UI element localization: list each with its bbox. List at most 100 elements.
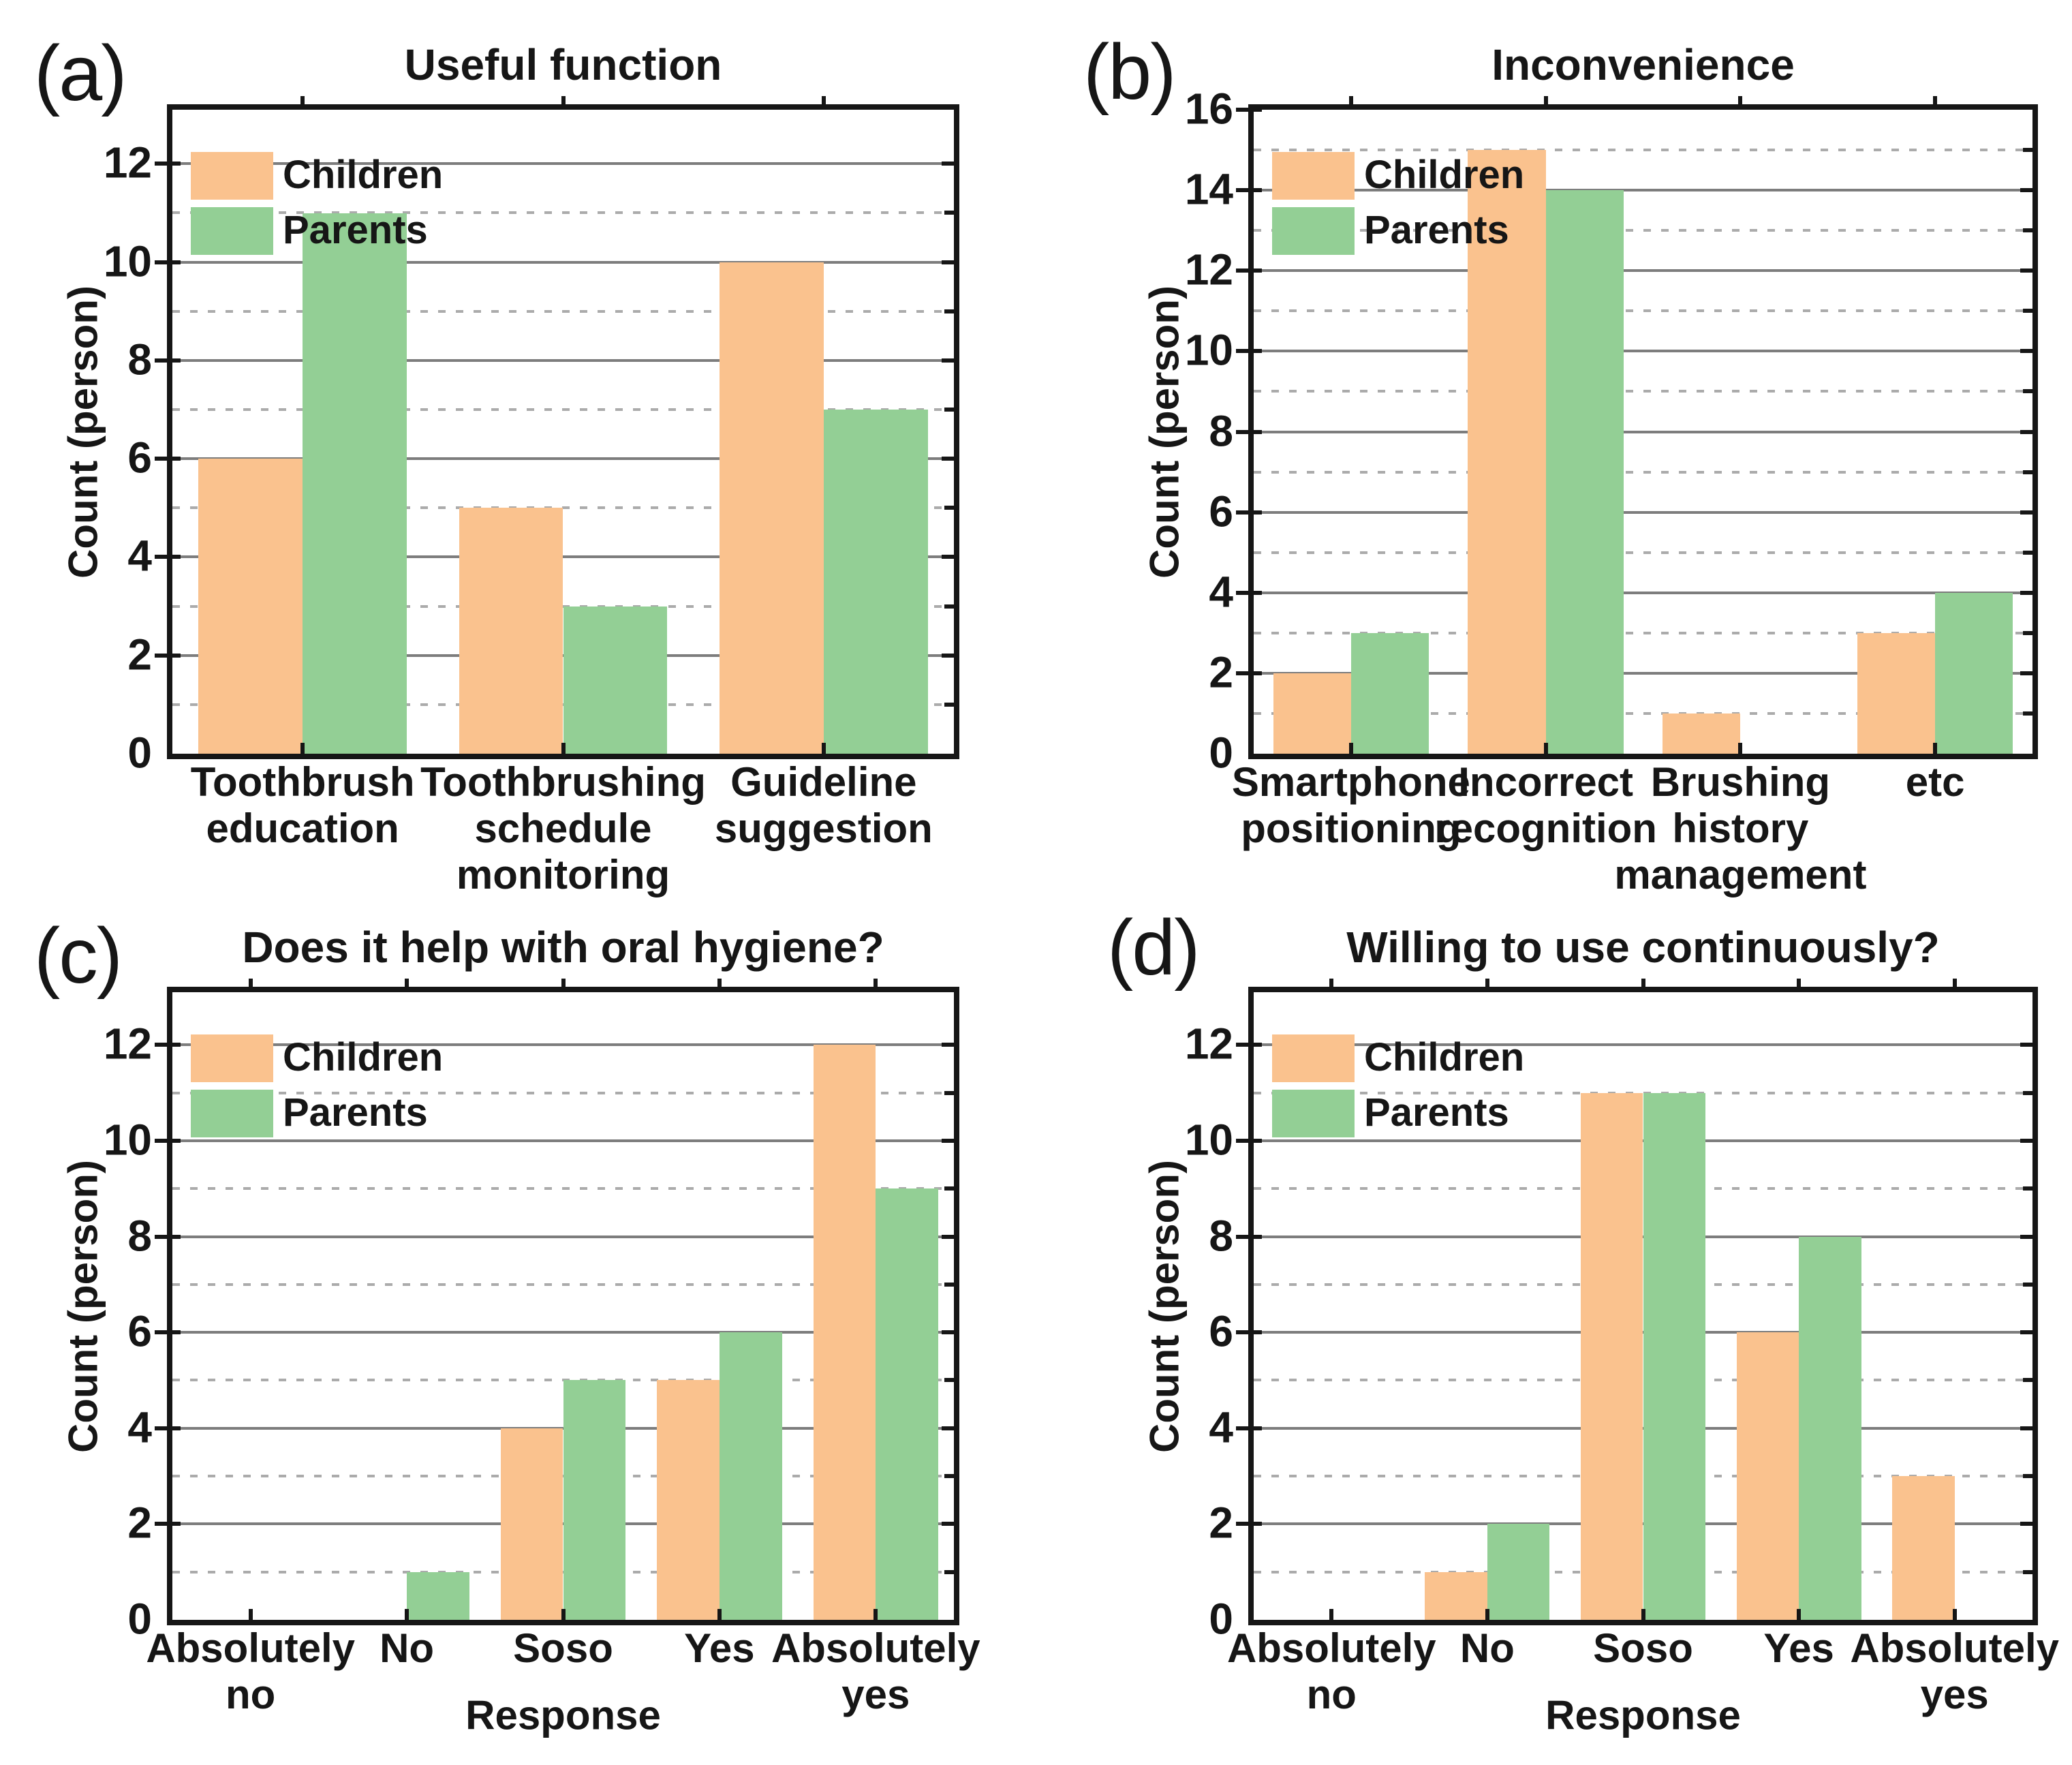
legend-label-children: Children bbox=[283, 1035, 444, 1080]
legend-label-children: Children bbox=[1364, 1035, 1525, 1080]
legend-swatch-children bbox=[1272, 152, 1355, 200]
y-axis-minor-tick-right bbox=[942, 358, 954, 363]
major-gridline bbox=[172, 1235, 954, 1238]
y-axis-minor-tick-right bbox=[942, 653, 954, 658]
y-tick-label: 0 bbox=[127, 1594, 152, 1644]
x-axis-tick-top bbox=[1797, 979, 1802, 988]
major-gridline bbox=[1254, 350, 2032, 353]
y-axis-tick bbox=[155, 555, 181, 559]
x-tick-label-line: recognition bbox=[1434, 805, 1657, 851]
y-tick-label: 8 bbox=[127, 1211, 152, 1261]
x-axis-tick-bottom bbox=[1485, 1609, 1489, 1620]
y-axis-minor-tick-right bbox=[2020, 188, 2032, 193]
y-axis-minor-tick-right bbox=[2023, 1282, 2032, 1287]
minor-gridline bbox=[172, 211, 954, 215]
x-tick-label-line: Incorrect bbox=[1458, 759, 1634, 805]
y-axis-minor-tick-right bbox=[944, 1474, 954, 1479]
bar-children-3 bbox=[1581, 1092, 1643, 1620]
x-tick-label-line: no bbox=[1306, 1672, 1357, 1717]
legend: Children Parents bbox=[191, 1034, 477, 1138]
x-axis-tick-bottom bbox=[561, 743, 566, 754]
y-axis-minor-tick-right bbox=[2020, 1234, 2032, 1239]
major-gridline bbox=[172, 1331, 954, 1334]
x-axis-tick-top bbox=[300, 96, 305, 106]
minor-gridline bbox=[1254, 309, 2032, 313]
legend-label-parents: Parents bbox=[1364, 208, 1509, 253]
y-tick-label: 4 bbox=[127, 1402, 152, 1452]
bar-children-4 bbox=[1857, 632, 1936, 754]
y-axis-tick bbox=[155, 1043, 181, 1047]
x-axis-label: Response bbox=[1545, 1692, 1741, 1738]
bar-children-5 bbox=[813, 1045, 876, 1620]
y-axis-tick bbox=[155, 260, 181, 264]
x-axis-tick-bottom bbox=[1329, 1609, 1334, 1620]
x-tick-label-line: No bbox=[1459, 1625, 1515, 1671]
major-gridline bbox=[1254, 189, 2032, 192]
major-gridline bbox=[172, 555, 954, 559]
y-axis-minor-tick-right bbox=[942, 1138, 954, 1143]
x-tick-label-line: Absolutely bbox=[1226, 1625, 1436, 1671]
y-axis-minor-tick-right bbox=[2023, 1569, 2032, 1574]
x-axis-tick-bottom bbox=[1348, 743, 1353, 754]
x-tick-label-2: Incorrect recognition bbox=[1434, 759, 1657, 852]
y-tick-label: 6 bbox=[1209, 487, 1233, 536]
chart-title: Does it help with oral hygiene? bbox=[242, 923, 884, 972]
major-gridline bbox=[172, 1139, 954, 1142]
y-axis-tick bbox=[155, 653, 181, 658]
x-axis-tick-top bbox=[873, 979, 878, 988]
x-axis-tick-top bbox=[1329, 979, 1334, 988]
y-axis-minor-tick-right bbox=[942, 1330, 954, 1335]
y-axis-minor-tick-right bbox=[942, 1234, 954, 1239]
legend-swatch-parents bbox=[1272, 207, 1355, 255]
y-axis-minor-tick-right bbox=[2020, 1330, 2032, 1335]
y-axis-tick bbox=[1236, 349, 1262, 354]
y-axis-minor-tick-right bbox=[2020, 1522, 2032, 1526]
legend-row-children: Children bbox=[191, 1034, 477, 1082]
x-tick-label-5: Absolutely yes bbox=[1850, 1625, 2059, 1718]
x-axis-tick-top bbox=[248, 979, 253, 988]
major-gridline bbox=[172, 457, 954, 461]
y-tick-label: 8 bbox=[127, 335, 152, 384]
bar-parents-3 bbox=[823, 410, 928, 754]
y-tick-label: 10 bbox=[103, 236, 152, 286]
x-tick-label-line: Absolutely bbox=[146, 1625, 356, 1671]
y-axis-tick bbox=[1236, 1043, 1262, 1047]
x-tick-label-1: Absolutely no bbox=[146, 1625, 355, 1718]
x-axis-tick-bottom bbox=[1952, 1609, 1957, 1620]
y-axis-minor-tick-right bbox=[944, 1282, 954, 1287]
x-tick-label-line: Toothbrushing bbox=[420, 759, 706, 805]
chart-title: Willing to use continuously? bbox=[1346, 923, 1940, 972]
y-axis-tick bbox=[1236, 1426, 1262, 1430]
plot-area: Children Parents bbox=[1236, 979, 2038, 1625]
legend-swatch-children bbox=[1272, 1034, 1355, 1082]
bar-children-1 bbox=[1273, 673, 1351, 754]
y-axis-tick bbox=[1236, 188, 1262, 193]
chart-title: Useful function bbox=[404, 40, 722, 89]
y-axis-minor-tick-right bbox=[2020, 1426, 2032, 1430]
y-axis-minor-tick-right bbox=[942, 1522, 954, 1526]
y-axis-minor-tick-right bbox=[2023, 389, 2032, 394]
y-axis-minor-tick-right bbox=[944, 506, 954, 510]
y-tick-label: 14 bbox=[1184, 164, 1233, 214]
legend-row-parents: Parents bbox=[1272, 207, 1558, 255]
major-gridline bbox=[1254, 1043, 2032, 1047]
bar-children-2 bbox=[1468, 150, 1546, 754]
y-axis-minor-tick-right bbox=[2020, 510, 2032, 515]
x-axis-tick-top bbox=[1641, 979, 1645, 988]
major-gridline bbox=[1254, 671, 2032, 675]
x-tick-label-line: no bbox=[226, 1672, 276, 1717]
major-gridline bbox=[172, 162, 954, 166]
x-tick-label-line: Absolutely bbox=[1850, 1625, 2060, 1671]
y-axis-minor-tick-right bbox=[942, 1043, 954, 1047]
x-axis-tick-top bbox=[1348, 96, 1353, 106]
bar-parents-4 bbox=[1799, 1236, 1861, 1620]
y-axis-minor-tick-right bbox=[2020, 671, 2032, 675]
x-axis-tick-top bbox=[1738, 96, 1743, 106]
y-axis-tick bbox=[1236, 671, 1262, 675]
x-tick-label-line: suggestion bbox=[714, 805, 933, 851]
x-axis-label: Response bbox=[465, 1692, 661, 1738]
x-tick-label-line: history bbox=[1672, 805, 1809, 851]
x-tick-label-line: yes bbox=[1920, 1672, 1989, 1717]
x-axis-tick-top bbox=[1543, 96, 1548, 106]
x-tick-label-1: Absolutely no bbox=[1227, 1625, 1436, 1718]
